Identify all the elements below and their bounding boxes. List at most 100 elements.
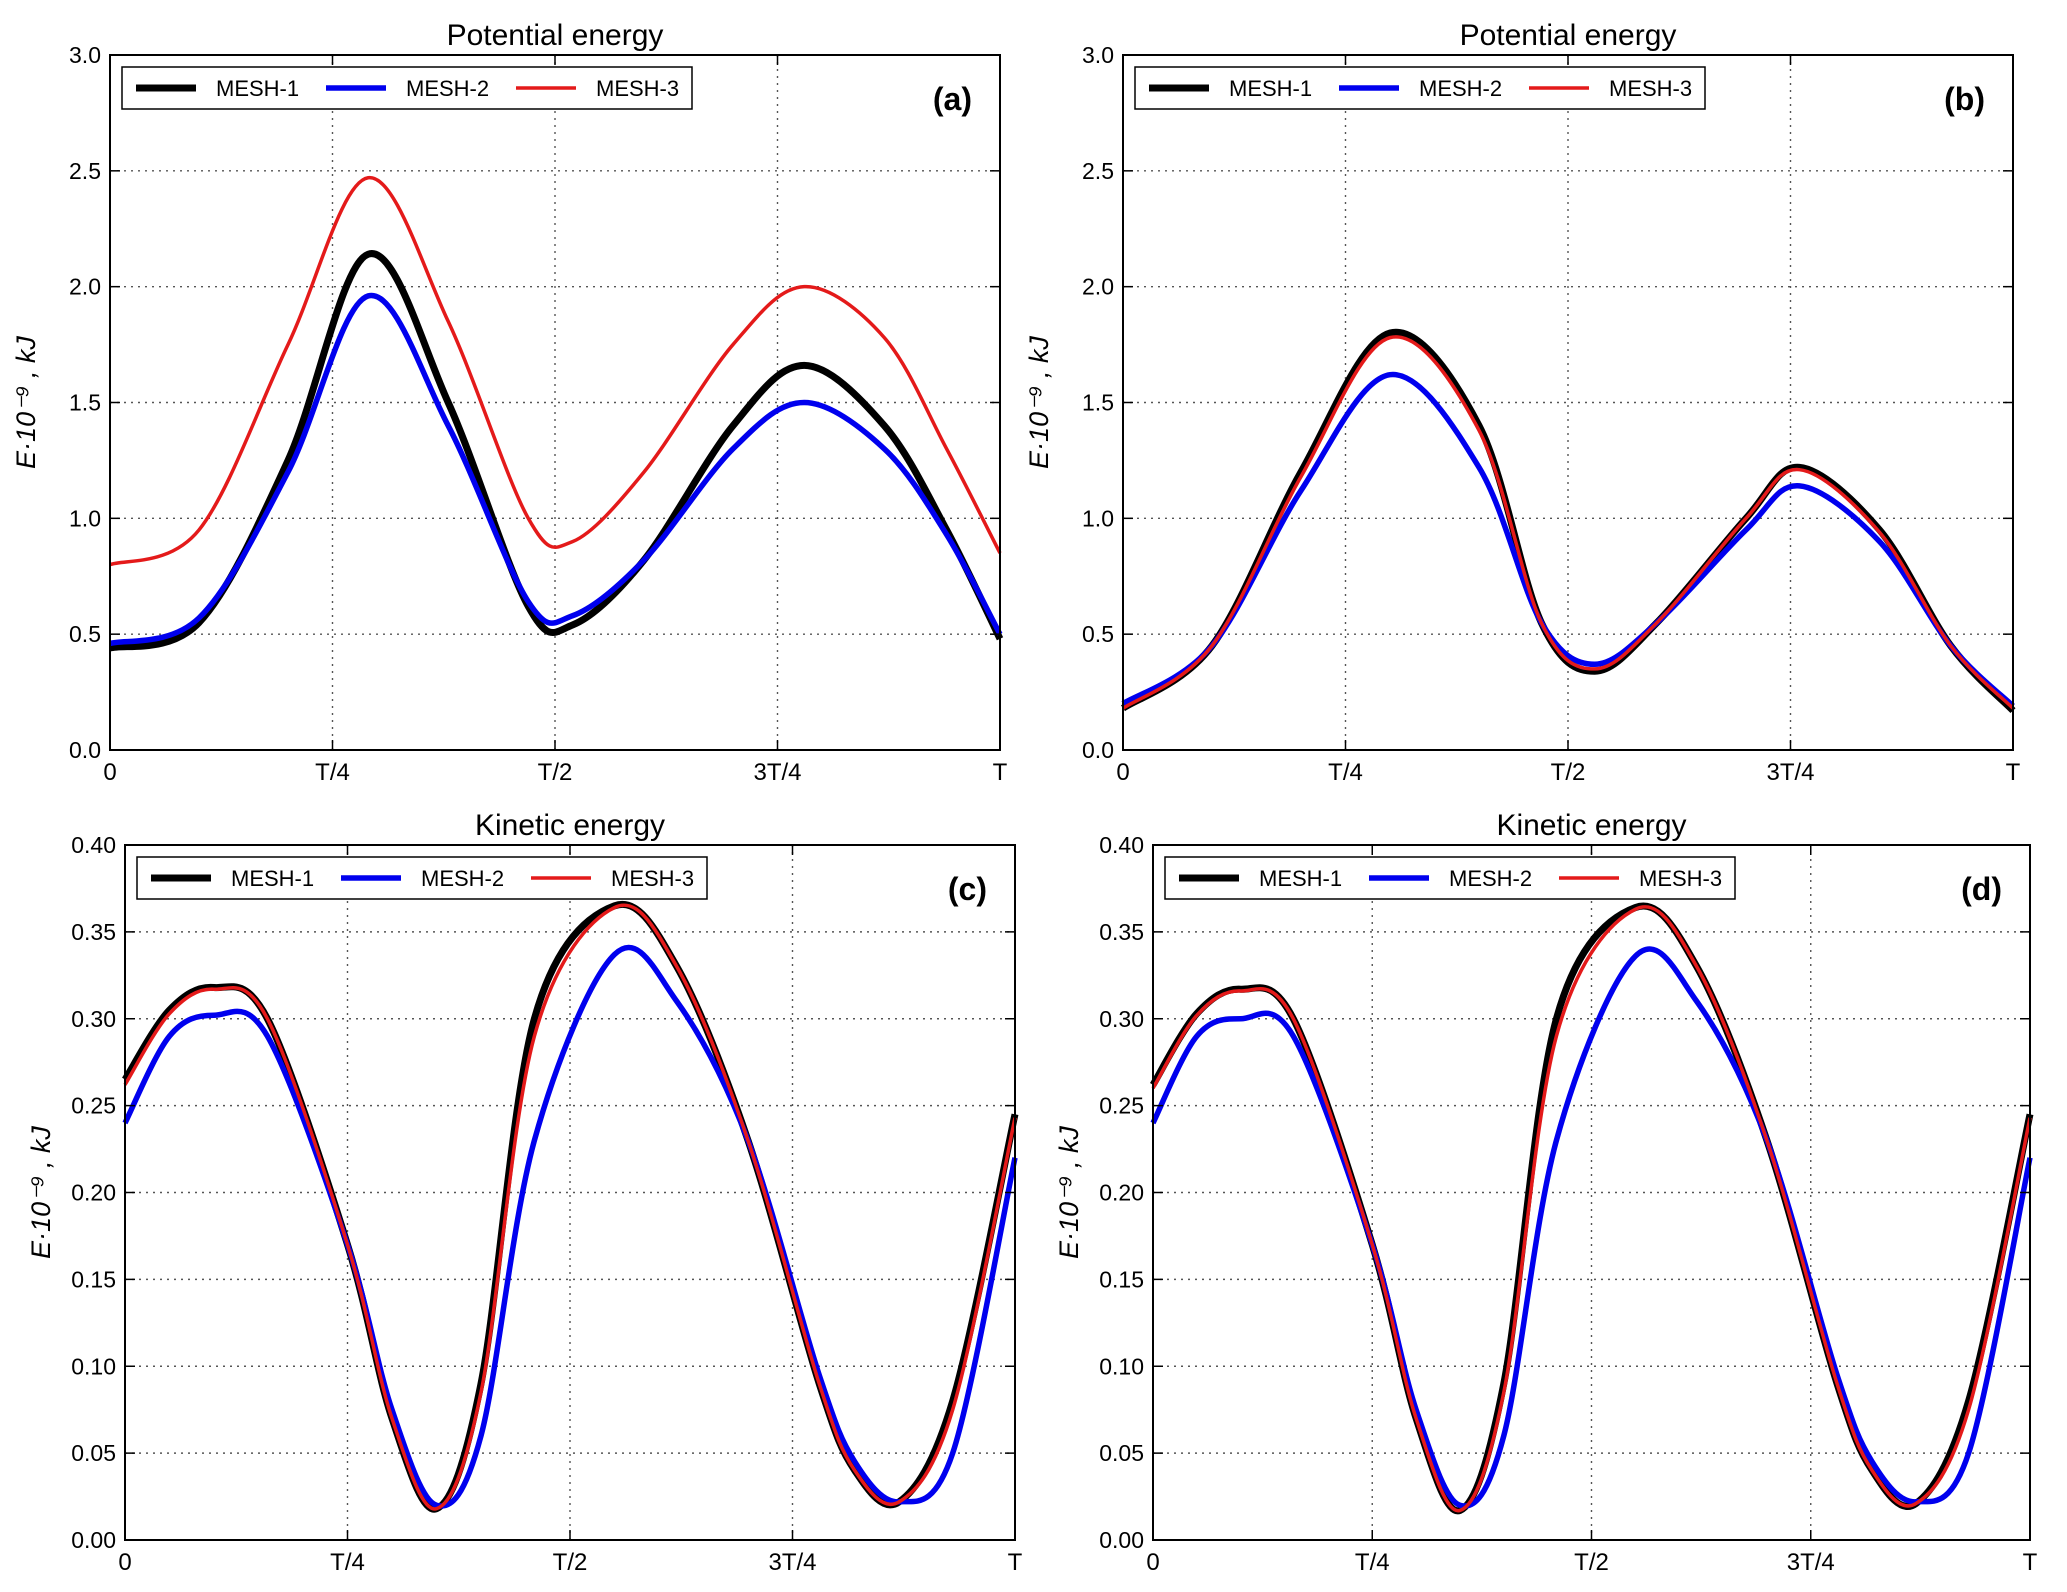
x-tick-label: 0: [118, 1549, 131, 1576]
x-tick-label: T/4: [1355, 1549, 1390, 1576]
x-tick-label: 3T/4: [1766, 759, 1814, 786]
y-axis-label: E·10⁻⁹ , kJ: [11, 336, 41, 469]
y-tick-label: 0.40: [1099, 832, 1144, 858]
x-tick-label: 3T/4: [1787, 1549, 1835, 1576]
y-axis-label: E·10⁻⁹ , kJ: [26, 1126, 56, 1259]
y-tick-label: 0.25: [71, 1093, 116, 1119]
legend-entry: MESH-1: [216, 76, 299, 101]
y-tick-label: 0.05: [1099, 1440, 1144, 1466]
x-tick-label: T/4: [1328, 759, 1363, 786]
legend: MESH-1 MESH-2 MESH-3: [1134, 66, 1706, 110]
chart-title: Kinetic energy: [475, 809, 665, 842]
chart-title: Potential energy: [1460, 19, 1677, 52]
y-tick-label: 0.25: [1099, 1093, 1144, 1119]
x-tick-label: 3T/4: [768, 1549, 816, 1576]
y-tick-label: 0.20: [1099, 1180, 1144, 1206]
y-tick-label: 1.0: [1082, 505, 1114, 531]
legend-box: [136, 856, 708, 900]
panel-label: (b): [1944, 81, 1985, 117]
x-tick-label: T/2: [538, 759, 573, 786]
y-tick-label: 2.0: [69, 274, 101, 300]
x-tick-label: T/2: [553, 1549, 588, 1576]
plot-area: [1153, 845, 2030, 1540]
series-line-mesh-3: [1151, 905, 2032, 1513]
x-tick-label: T: [2023, 1549, 2038, 1576]
y-tick-label: 0.5: [69, 621, 101, 647]
x-tick-label: T: [1008, 1549, 1023, 1576]
y-tick-label: 0.40: [71, 832, 116, 858]
series-line-mesh-2: [1150, 946, 2033, 1509]
y-tick-label: 1.0: [69, 505, 101, 531]
panel-label: (d): [1961, 871, 2002, 907]
y-tick-label: 0.30: [71, 1006, 116, 1032]
y-tick-label: 0.35: [1099, 919, 1144, 945]
x-tick-label: 0: [1116, 759, 1129, 786]
legend-box: [1164, 856, 1736, 900]
legend-entry: MESH-1: [1229, 76, 1312, 101]
legend-entry: MESH-2: [1419, 76, 1502, 101]
y-tick-label: 3.0: [69, 42, 101, 68]
chart-panel-a: 0 T/4 T/2 3T/4 T 0.0 0.5 1.0 1.5 2.0 2.5 3.0 Potenti…: [11, 19, 1008, 786]
series-line-mesh-2: [1121, 371, 2015, 708]
y-tick-label: 0.5: [1082, 621, 1114, 647]
legend: MESH-1 MESH-2 MESH-3: [136, 856, 708, 900]
y-tick-label: 0.10: [71, 1353, 116, 1379]
series-line-mesh-2: [109, 292, 1003, 647]
x-tick-label: T/2: [1551, 759, 1586, 786]
series-line-mesh-3: [109, 176, 1002, 567]
y-tick-label: 0.30: [1099, 1006, 1144, 1032]
x-tick-label: T/4: [330, 1549, 365, 1576]
y-tick-label: 0.00: [71, 1527, 116, 1553]
y-tick-label: 0.00: [1099, 1527, 1144, 1553]
legend-entry: MESH-2: [421, 866, 504, 891]
legend-entry: MESH-3: [596, 76, 679, 101]
y-tick-label: 2.5: [69, 158, 101, 184]
chart-title: Kinetic energy: [1496, 809, 1686, 842]
legend-entry: MESH-2: [406, 76, 489, 101]
legend-entry: MESH-1: [231, 866, 314, 891]
x-tick-label: T/4: [315, 759, 350, 786]
chart-panel-b: 0 T/4 T/2 3T/4 T 0.0 0.5 1.0 1.5 2.0 2.5 3.0 Potenti…: [1024, 19, 2021, 786]
x-tick-label: 3T/4: [753, 759, 801, 786]
y-tick-label: 0.10: [1099, 1353, 1144, 1379]
y-axis-label: E·10⁻⁹ , kJ: [1054, 1126, 1084, 1259]
y-tick-label: 2.5: [1082, 158, 1114, 184]
legend: MESH-1 MESH-2 MESH-3: [121, 66, 693, 110]
x-tick-label: T: [2006, 759, 2021, 786]
x-tick-label: T/2: [1574, 1549, 1609, 1576]
legend-entry: MESH-2: [1449, 866, 1532, 891]
y-tick-label: 0.20: [71, 1180, 116, 1206]
y-axis-label: E·10⁻⁹ , kJ: [1024, 336, 1054, 469]
y-tick-label: 0.15: [1099, 1266, 1144, 1292]
x-tick-label: 0: [1146, 1549, 1159, 1576]
x-tick-label: T: [993, 759, 1008, 786]
chart-panel-d: 0 T/4 T/2 3T/4 T 0.00 0.05 0.10 0.15 0.20 0.25 0.30…: [1054, 809, 2038, 1576]
y-tick-label: 0.35: [71, 919, 116, 945]
legend-entry: MESH-3: [1609, 76, 1692, 101]
chart-title: Potential energy: [447, 19, 664, 52]
legend-box: [121, 66, 693, 110]
series-line-mesh-3: [1121, 335, 2015, 710]
y-tick-label: 3.0: [1082, 42, 1114, 68]
y-tick-label: 1.5: [69, 390, 101, 416]
y-tick-label: 1.5: [1082, 390, 1114, 416]
legend-box: [1134, 66, 1706, 110]
legend-entry: MESH-3: [1639, 866, 1722, 891]
y-tick-label: 0.15: [71, 1266, 116, 1292]
y-tick-label: 2.0: [1082, 274, 1114, 300]
y-tick-label: 0.0: [1082, 737, 1114, 763]
y-tick-label: 0.0: [69, 737, 101, 763]
x-tick-label: 0: [103, 759, 116, 786]
legend: MESH-1 MESH-2 MESH-3: [1164, 856, 1736, 900]
chart-panel-c: 0 T/4 T/2 3T/4 T 0.00 0.05 0.10 0.15 0.20 0.25 0.30…: [26, 809, 1023, 1576]
panel-label: (c): [948, 871, 987, 907]
series-line-mesh-1: [109, 250, 1004, 652]
series-line-mesh-2: [122, 944, 1018, 1509]
legend-entry: MESH-3: [611, 866, 694, 891]
panel-label: (a): [933, 81, 972, 117]
series-line-mesh-3: [123, 903, 1017, 1511]
y-tick-label: 0.05: [71, 1440, 116, 1466]
legend-entry: MESH-1: [1259, 866, 1342, 891]
